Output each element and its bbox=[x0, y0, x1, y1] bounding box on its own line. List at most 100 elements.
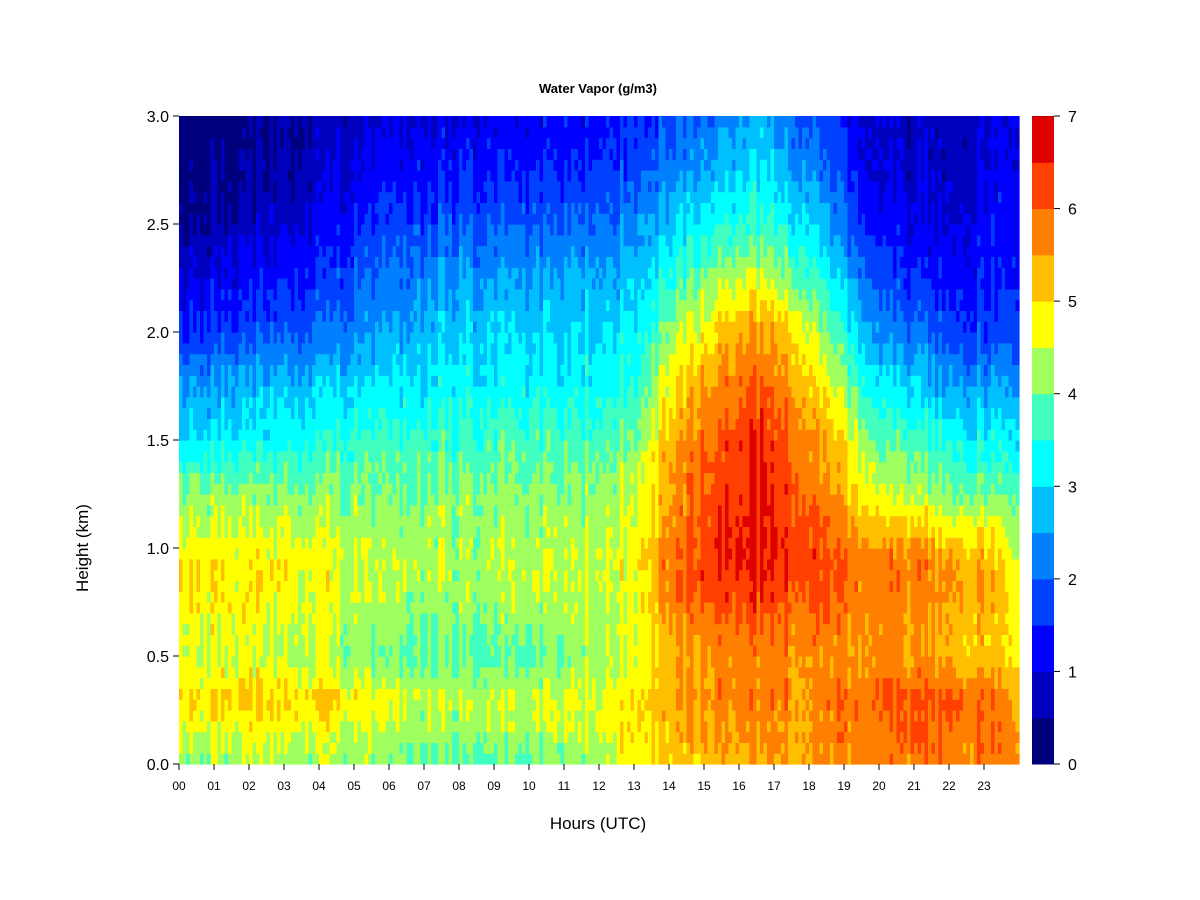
heatmap-cell bbox=[266, 170, 271, 182]
heatmap-cell bbox=[308, 342, 313, 355]
heatmap-cell bbox=[259, 623, 264, 635]
heatmap-cell bbox=[420, 677, 425, 689]
heatmap-cell bbox=[354, 321, 359, 333]
heatmap-cell bbox=[375, 364, 380, 376]
heatmap-cell bbox=[256, 504, 261, 517]
heatmap-cell bbox=[431, 656, 436, 668]
heatmap-cell bbox=[382, 299, 387, 311]
heatmap-cell bbox=[266, 342, 271, 355]
heatmap-cell bbox=[455, 537, 460, 549]
heatmap-cell bbox=[242, 148, 247, 160]
heatmap-cell bbox=[434, 396, 439, 409]
heatmap-cell bbox=[266, 720, 271, 733]
heatmap-cell bbox=[214, 353, 219, 365]
heatmap-cell bbox=[462, 332, 467, 344]
heatmap-cell bbox=[399, 407, 404, 419]
heatmap-cell bbox=[298, 288, 303, 301]
heatmap-cell bbox=[182, 515, 187, 527]
heatmap-cell bbox=[455, 364, 460, 376]
heatmap-cell bbox=[217, 753, 222, 765]
heatmap-cell bbox=[249, 440, 254, 452]
heatmap-cell bbox=[427, 677, 432, 689]
heatmap-cell bbox=[438, 386, 443, 398]
heatmap-cell bbox=[389, 170, 394, 182]
heatmap-cell bbox=[200, 515, 205, 527]
heatmap-cell bbox=[431, 418, 436, 430]
heatmap-cell bbox=[333, 170, 338, 182]
heatmap-cell bbox=[427, 623, 432, 635]
heatmap-cell bbox=[200, 483, 205, 495]
heatmap-cell bbox=[284, 515, 289, 527]
heatmap-cell bbox=[308, 602, 313, 614]
heatmap-cell bbox=[245, 634, 250, 646]
heatmap-cell bbox=[340, 731, 345, 743]
heatmap-cell bbox=[361, 288, 366, 301]
heatmap-cell bbox=[424, 450, 429, 463]
heatmap-cell bbox=[340, 548, 345, 560]
heatmap-cell bbox=[179, 688, 184, 700]
heatmap-cell bbox=[298, 699, 303, 711]
heatmap-cell bbox=[438, 375, 443, 387]
heatmap-cell bbox=[459, 472, 464, 484]
heatmap-cell bbox=[399, 278, 404, 290]
heatmap-cell bbox=[196, 213, 201, 225]
heatmap-cell bbox=[410, 288, 415, 301]
heatmap-cell bbox=[266, 450, 271, 463]
heatmap-cell bbox=[396, 591, 401, 603]
heatmap-cell bbox=[231, 234, 236, 247]
heatmap-cell bbox=[389, 461, 394, 473]
heatmap-cell bbox=[445, 396, 450, 409]
heatmap-cell bbox=[312, 245, 317, 257]
heatmap-cell bbox=[406, 580, 411, 592]
heatmap-cell bbox=[319, 148, 324, 160]
heatmap-cell bbox=[385, 645, 390, 657]
heatmap-cell bbox=[417, 591, 422, 603]
heatmap-cell bbox=[424, 742, 429, 754]
heatmap-cell bbox=[466, 418, 471, 430]
heatmap-cell bbox=[259, 656, 264, 668]
heatmap-cell bbox=[284, 710, 289, 722]
heatmap-cell bbox=[329, 234, 334, 247]
heatmap-cell bbox=[455, 375, 460, 387]
heatmap-cell bbox=[217, 191, 222, 203]
heatmap-cell bbox=[336, 623, 341, 635]
heatmap-cell bbox=[455, 645, 460, 657]
heatmap-cell bbox=[347, 677, 352, 689]
heatmap-cell bbox=[221, 591, 226, 603]
heatmap-cell bbox=[392, 386, 397, 398]
heatmap-cell bbox=[375, 342, 380, 355]
heatmap-cell bbox=[382, 245, 387, 257]
heatmap-cell bbox=[224, 321, 229, 333]
heatmap-cell bbox=[382, 677, 387, 689]
heatmap-cell bbox=[340, 213, 345, 225]
heatmap-cell bbox=[284, 623, 289, 635]
heatmap-cell bbox=[466, 256, 471, 268]
heatmap-cell bbox=[308, 170, 313, 182]
heatmap-cell bbox=[214, 742, 219, 754]
heatmap-cell bbox=[343, 396, 348, 409]
heatmap-cell bbox=[238, 278, 243, 290]
heatmap-cell bbox=[392, 288, 397, 301]
heatmap-cell bbox=[259, 569, 264, 581]
heatmap-cell bbox=[312, 558, 317, 571]
heatmap-cell bbox=[420, 429, 425, 441]
heatmap-cell bbox=[336, 537, 341, 549]
heatmap-cell bbox=[340, 278, 345, 290]
heatmap-cell bbox=[294, 310, 299, 322]
heatmap-cell bbox=[462, 386, 467, 398]
heatmap-cell bbox=[273, 515, 278, 527]
heatmap-cell bbox=[301, 710, 306, 722]
heatmap-cell bbox=[340, 234, 345, 247]
heatmap-cell bbox=[448, 429, 453, 441]
heatmap-cell bbox=[238, 688, 243, 700]
heatmap-cell bbox=[364, 159, 369, 171]
heatmap-cell bbox=[455, 342, 460, 355]
heatmap-cell bbox=[263, 126, 268, 139]
heatmap-cell bbox=[340, 569, 345, 581]
heatmap-cell bbox=[263, 742, 268, 754]
heatmap-cell bbox=[291, 256, 296, 268]
heatmap-cell bbox=[452, 656, 457, 668]
heatmap-cell bbox=[347, 224, 352, 236]
heatmap-cell bbox=[207, 364, 212, 376]
heatmap-cell bbox=[326, 699, 331, 711]
